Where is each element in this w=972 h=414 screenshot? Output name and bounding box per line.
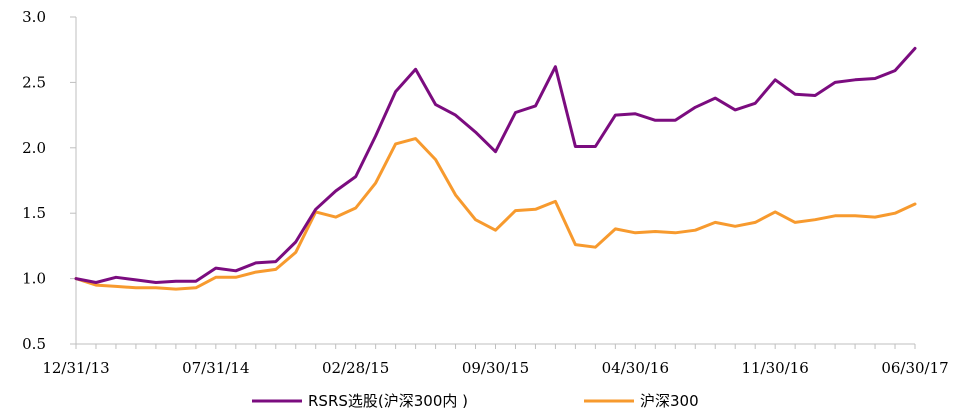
y-tick-label: 1.0 bbox=[22, 270, 46, 288]
x-tick-label: 07/31/14 bbox=[182, 359, 249, 377]
y-tick-label: 1.5 bbox=[22, 204, 46, 222]
x-tick-label: 02/28/15 bbox=[322, 359, 389, 377]
y-tick-label: 2.0 bbox=[22, 139, 46, 157]
axes: 0.5 1.0 1.5 2.0 2.5 3.0 12/31/13 07/31/14 02/28/… bbox=[22, 8, 949, 377]
series-line bbox=[74, 46, 917, 284]
x-tick-label: 11/30/16 bbox=[741, 359, 808, 377]
x-tick-label: 12/31/13 bbox=[42, 359, 109, 377]
x-tick-label: 04/30/16 bbox=[602, 359, 669, 377]
x-tick-label: 06/30/17 bbox=[881, 359, 948, 377]
legend-label: RSRS选股(沪深300内 ) bbox=[308, 392, 468, 410]
x-tick-label: 09/30/15 bbox=[462, 359, 529, 377]
series-lines bbox=[74, 46, 917, 291]
y-tick-label: 2.5 bbox=[22, 73, 46, 91]
y-tick-label: 3.0 bbox=[22, 8, 46, 26]
legend: RSRS选股(沪深300内 ) 沪深300 bbox=[252, 392, 699, 410]
series-line bbox=[74, 137, 917, 291]
legend-label: 沪深300 bbox=[640, 392, 699, 410]
y-tick-label: 0.5 bbox=[22, 335, 46, 353]
